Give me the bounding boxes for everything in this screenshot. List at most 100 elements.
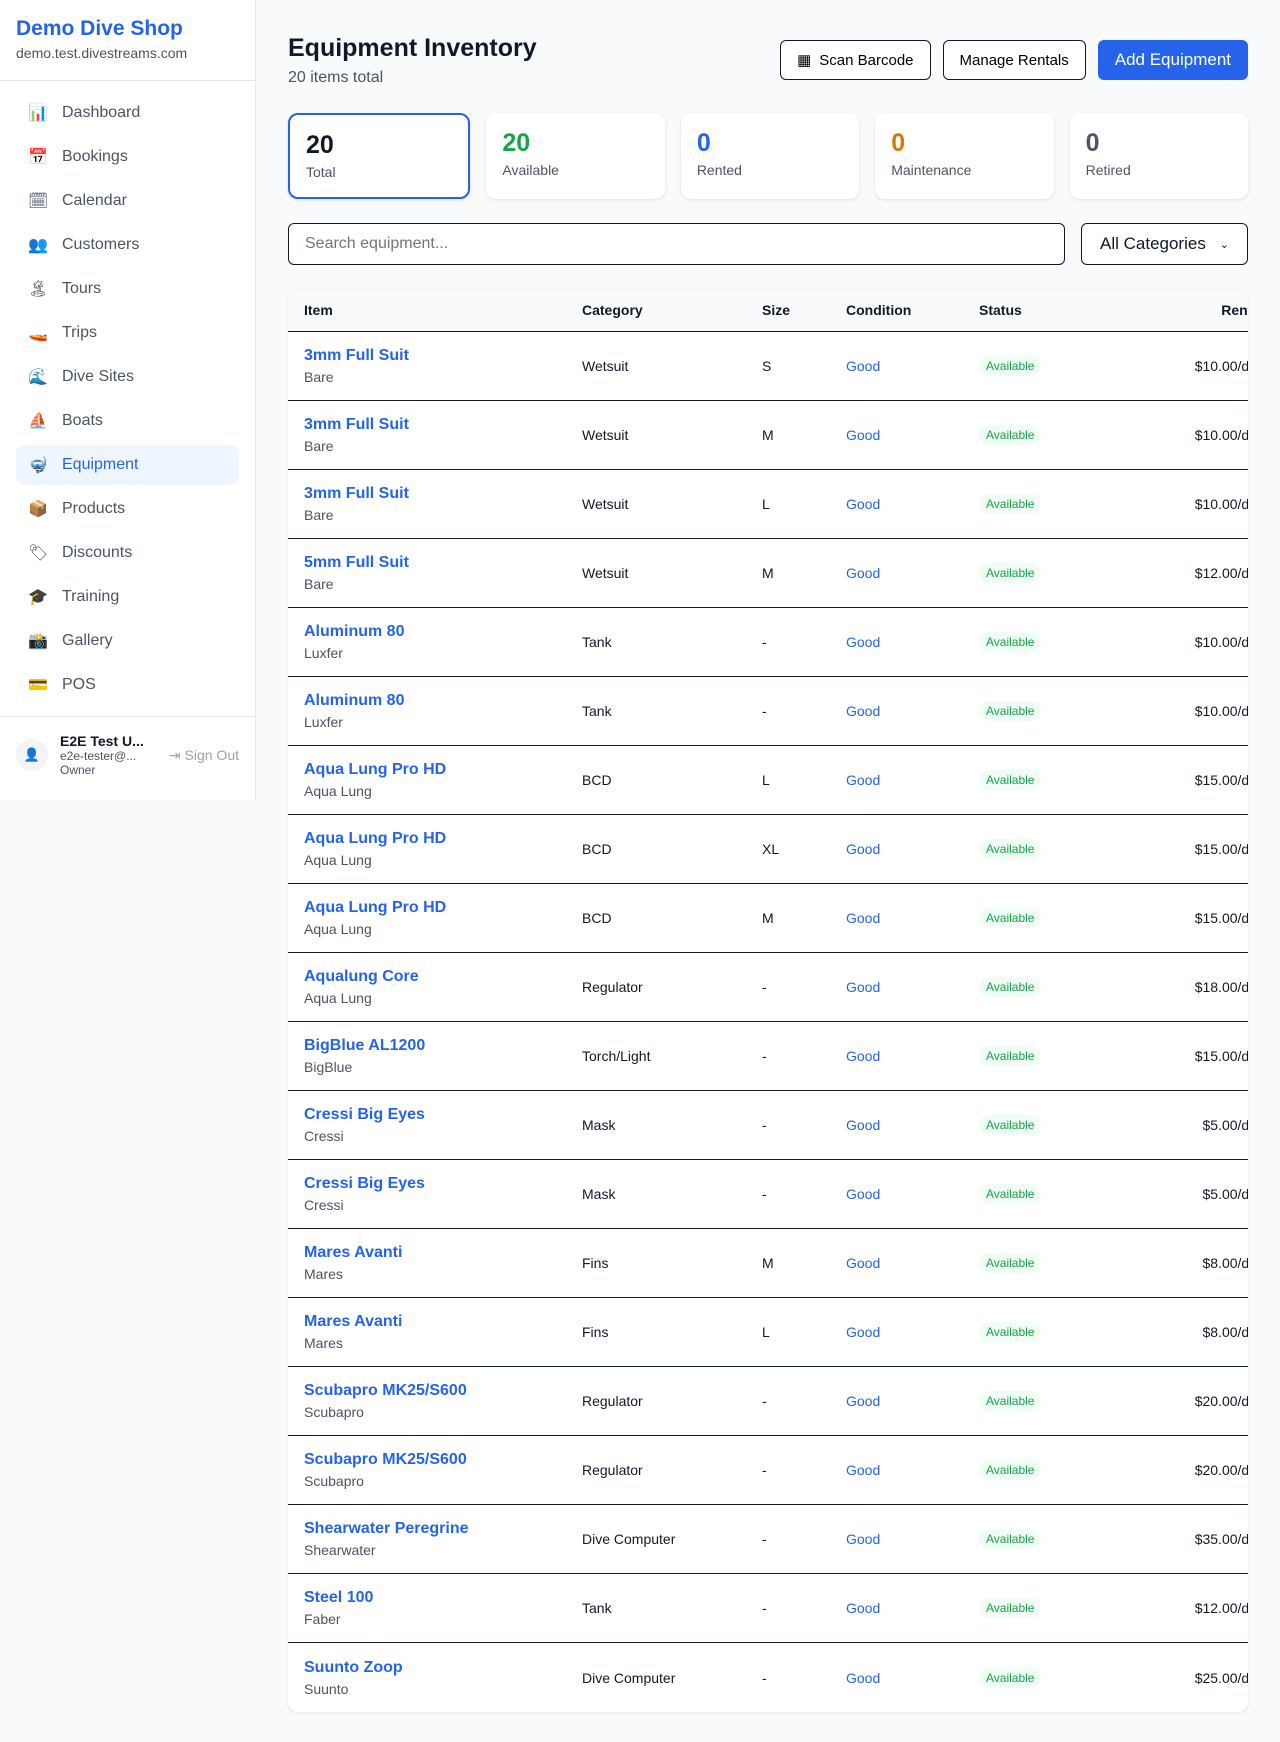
scan-barcode-button[interactable]: ▦ Scan Barcode xyxy=(780,40,931,80)
status-cell: Available xyxy=(979,1460,1129,1480)
item-name-link[interactable]: Cressi Big Eyes xyxy=(304,1175,425,1192)
item-cell: BigBlue AL1200 BigBlue xyxy=(304,1037,582,1075)
sidebar-item-label: Discounts xyxy=(62,544,133,561)
table-row: Mares Avanti Mares Fins L Good Available $8.00… xyxy=(288,1298,1248,1367)
item-name-link[interactable]: BigBlue AL1200 xyxy=(304,1037,426,1054)
item-name-link[interactable]: Aluminum 80 xyxy=(304,623,405,640)
status-badge: Available xyxy=(979,425,1042,445)
item-name-link[interactable]: Mares Avanti xyxy=(304,1313,403,1330)
sidebar-item-training[interactable]: 🎓 Training xyxy=(16,577,239,617)
item-name-link[interactable]: Aqua Lung Pro HD xyxy=(304,830,447,847)
item-name-link[interactable]: 3mm Full Suit xyxy=(304,485,409,502)
stat-card-total[interactable]: 20 Total xyxy=(288,113,471,199)
size-cell: - xyxy=(762,1393,767,1409)
rental-price: $10.00/day xyxy=(1194,496,1248,512)
stat-value: 0 xyxy=(1085,129,1100,157)
status-badge: Available xyxy=(979,1322,1042,1342)
column-header-size[interactable]: Size xyxy=(762,302,791,318)
boats-icon: ⛵ xyxy=(28,413,48,430)
rental-price: $8.00/day xyxy=(1202,1324,1249,1340)
user-email: e2e-tester@... xyxy=(60,749,137,763)
sidebar-item-gallery[interactable]: 📸 Gallery xyxy=(16,621,239,661)
table-header: Item Category Size Condition Status Rental xyxy=(288,289,1248,332)
category-cell: Mask xyxy=(582,1117,616,1133)
condition-cell: Good xyxy=(846,703,881,719)
sidebar-item-calendar[interactable]: 🗓 Calendar xyxy=(16,181,239,221)
stat-card-available[interactable]: 20 Available xyxy=(486,113,665,199)
item-name-link[interactable]: Scubapro MK25/S600 xyxy=(304,1382,467,1399)
sidebar-item-equipment[interactable]: 🤿 Equipment xyxy=(16,445,239,485)
column-header-rental[interactable]: Rental xyxy=(1221,302,1248,318)
status-badge: Available xyxy=(979,356,1042,376)
column-header-category[interactable]: Category xyxy=(582,302,643,318)
stats-row: 20 Total 20 Available 0 Rented 0 Maintenance 0 Re… xyxy=(288,113,1249,199)
item-brand: Suunto xyxy=(304,1680,349,1697)
item-name-link[interactable]: Mares Avanti xyxy=(304,1244,403,1261)
rental-price: $5.00/day xyxy=(1202,1186,1249,1202)
item-name-link[interactable]: Scubapro MK25/S600 xyxy=(304,1451,467,1468)
condition-cell: Good xyxy=(846,1462,881,1478)
item-name-link[interactable]: Steel 100 xyxy=(304,1589,374,1606)
pos-icon: 💳 xyxy=(28,677,48,694)
sidebar-item-pos[interactable]: 💳 POS xyxy=(16,665,239,705)
rental-price: $15.00/day xyxy=(1194,772,1248,788)
category-cell: BCD xyxy=(582,841,612,857)
column-header-condition[interactable]: Condition xyxy=(846,302,912,318)
status-cell: Available xyxy=(979,1529,1129,1549)
products-icon: 📦 xyxy=(28,501,48,518)
item-cell: Scubapro MK25/S600 Scubapro xyxy=(304,1451,582,1489)
category-select[interactable]: All Categories ⌄ xyxy=(1081,223,1248,265)
item-brand: Aqua Lung xyxy=(304,990,372,1006)
item-brand: Aqua Lung xyxy=(304,783,372,799)
manage-rentals-button[interactable]: Manage Rentals xyxy=(942,40,1086,80)
item-name-link[interactable]: 3mm Full Suit xyxy=(304,347,409,364)
condition-cell: Good xyxy=(846,979,881,995)
shop-name[interactable]: Demo Dive Shop xyxy=(16,17,183,40)
add-equipment-button[interactable]: Add Equipment xyxy=(1097,40,1248,80)
sidebar-item-label: Gallery xyxy=(62,632,113,649)
stat-card-maintenance[interactable]: 0 Maintenance xyxy=(875,113,1054,199)
item-name-link[interactable]: 3mm Full Suit xyxy=(304,416,409,433)
sidebar-item-bookings[interactable]: 📅 Bookings xyxy=(16,137,239,177)
category-cell: BCD xyxy=(582,910,612,926)
column-header-status[interactable]: Status xyxy=(979,302,1022,318)
item-name-link[interactable]: Aluminum 80 xyxy=(304,692,405,709)
status-cell: Available xyxy=(979,1115,1129,1135)
table-row: Cressi Big Eyes Cressi Mask - Good Available $… xyxy=(288,1160,1248,1229)
sidebar-item-dive-sites[interactable]: 🌊 Dive Sites xyxy=(16,357,239,397)
sidebar-item-customers[interactable]: 👥 Customers xyxy=(16,225,239,265)
condition-cell: Good xyxy=(846,1531,881,1547)
column-header-item[interactable]: Item xyxy=(304,302,333,318)
sidebar-item-products[interactable]: 📦 Products xyxy=(16,489,239,529)
item-cell: Cressi Big Eyes Cressi xyxy=(304,1106,582,1144)
table-row: Aqualung Core Aqua Lung Regulator - Good Avai… xyxy=(288,953,1248,1022)
item-name-link[interactable]: Shearwater Peregrine xyxy=(304,1520,469,1537)
sidebar-item-label: Bookings xyxy=(62,148,128,165)
sidebar-item-discounts[interactable]: 🏷 Discounts xyxy=(16,533,239,573)
item-name-link[interactable]: Aqua Lung Pro HD xyxy=(304,761,447,778)
sidebar-item-trips[interactable]: 🚤 Trips xyxy=(16,313,239,353)
item-name-link[interactable]: Suunto Zoop xyxy=(304,1658,403,1676)
sidebar-item-boats[interactable]: ⛵ Boats xyxy=(16,401,239,441)
rental-price: $20.00/day xyxy=(1194,1393,1248,1409)
item-name-link[interactable]: Cressi Big Eyes xyxy=(304,1106,425,1123)
page-header: Equipment Inventory 20 items total ▦ Scan… xyxy=(288,34,1248,87)
table-row: 3mm Full Suit Bare Wetsuit S Good Available $1… xyxy=(288,332,1248,401)
search-input[interactable] xyxy=(288,223,1065,265)
item-name-link[interactable]: Aqualung Core xyxy=(304,968,419,985)
category-cell: Regulator xyxy=(582,1462,643,1478)
sign-out-button[interactable]: ⇥ Sign Out xyxy=(169,747,239,764)
stat-card-retired[interactable]: 0 Retired xyxy=(1069,113,1249,199)
item-cell: Aqua Lung Pro HD Aqua Lung xyxy=(304,830,582,868)
sidebar-item-tours[interactable]: 🏝 Tours xyxy=(16,269,239,309)
category-cell: Dive Computer xyxy=(582,1669,676,1686)
sidebar-item-dashboard[interactable]: 📊 Dashboard xyxy=(16,93,239,133)
status-cell: Available xyxy=(979,908,1129,928)
item-brand: Faber xyxy=(304,1611,341,1627)
status-badge: Available xyxy=(979,632,1042,652)
item-count: 20 items total xyxy=(288,69,384,86)
item-cell: 5mm Full Suit Bare xyxy=(304,554,582,592)
item-name-link[interactable]: 5mm Full Suit xyxy=(304,554,409,571)
item-name-link[interactable]: Aqua Lung Pro HD xyxy=(304,899,447,916)
stat-card-rented[interactable]: 0 Rented xyxy=(680,113,860,199)
